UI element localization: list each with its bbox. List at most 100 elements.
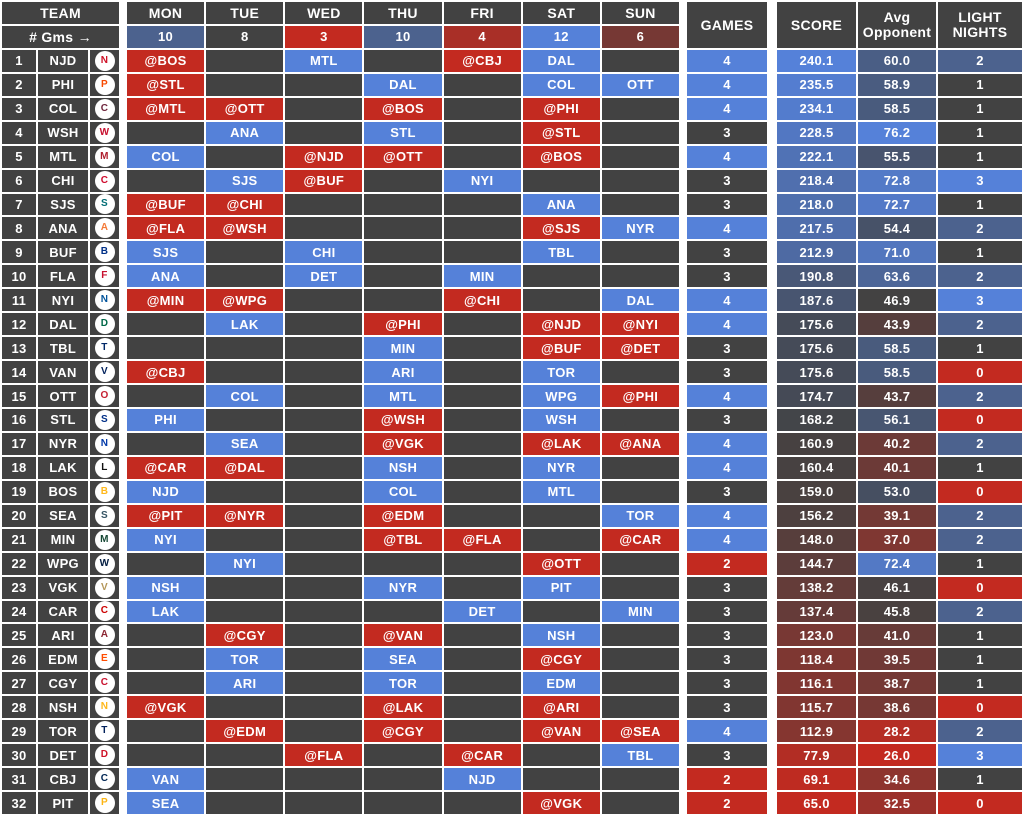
game-cell-sun: MIN	[601, 600, 679, 623]
game-cell-sat: @BOS	[522, 145, 600, 168]
game-cell-tue	[206, 49, 284, 72]
game-cell-sat	[522, 289, 600, 312]
game-cell-wed	[285, 792, 363, 814]
team-logo-icon: M	[94, 529, 115, 550]
rank-cell: 21	[2, 528, 36, 551]
game-cell-sun	[601, 480, 679, 503]
avg-opponent-cell: 53.0	[858, 480, 936, 503]
team-logo-cell: S	[90, 409, 119, 431]
games-count-cell: 3	[687, 241, 767, 264]
game-cell-thu	[364, 265, 442, 288]
team-logo-icon: S	[94, 505, 115, 526]
light-nights-cell: 3	[938, 169, 1022, 192]
team-logo-cell: N	[90, 49, 119, 72]
game-cell-fri	[443, 696, 521, 719]
game-cell-wed	[285, 456, 363, 479]
game-cell-tue	[206, 768, 284, 791]
game-cell-wed	[285, 672, 363, 695]
day-games-count-sun: 6	[601, 25, 679, 48]
game-cell-mon: @BOS	[127, 49, 205, 72]
score-cell: 175.6	[777, 361, 856, 384]
score-cell: 118.4	[777, 648, 856, 671]
rank-cell: 2	[2, 73, 36, 96]
team-logo-cell: T	[90, 337, 119, 360]
day-games-count-fri: 4	[443, 25, 521, 48]
rank-cell: 31	[2, 768, 36, 791]
games-count-cell: 3	[687, 361, 767, 384]
games-count-cell: 2	[687, 552, 767, 575]
team-abbr: FLA	[38, 265, 88, 288]
light-nights-cell: 2	[938, 313, 1022, 336]
game-cell-sun	[601, 49, 679, 72]
game-cell-sat: @ARI	[522, 696, 600, 719]
game-cell-thu	[364, 792, 442, 814]
games-count-cell: 4	[687, 145, 767, 168]
score-cell: 138.2	[777, 576, 856, 599]
game-cell-wed	[285, 361, 363, 384]
rank-cell: 6	[2, 169, 36, 192]
team-logo-cell: V	[90, 361, 119, 384]
day-games-count-tue: 8	[206, 25, 284, 48]
team-logo-icon: T	[94, 338, 115, 359]
rank-cell: 32	[2, 792, 36, 814]
team-logo-cell: C	[90, 672, 119, 695]
game-cell-mon: SJS	[127, 241, 205, 264]
game-cell-thu: @VAN	[364, 624, 442, 647]
rank-cell: 26	[2, 648, 36, 671]
game-cell-sun	[601, 552, 679, 575]
light-nights-cell: 0	[938, 576, 1022, 599]
score-cell: 174.7	[777, 385, 856, 407]
game-cell-fri	[443, 145, 521, 168]
game-cell-tue	[206, 337, 284, 360]
day-games-count-mon: 10	[127, 25, 205, 48]
games-count-cell: 4	[687, 504, 767, 527]
game-cell-wed: @BUF	[285, 169, 363, 192]
light-nights-cell: 1	[938, 145, 1022, 168]
game-cell-mon	[127, 720, 205, 743]
game-cell-sun: @SEA	[601, 720, 679, 743]
game-cell-fri	[443, 552, 521, 575]
team-logo-letter: M	[100, 533, 109, 545]
game-cell-thu: @CGY	[364, 720, 442, 743]
game-cell-thu: @LAK	[364, 696, 442, 719]
team-abbr: MIN	[38, 528, 88, 551]
team-logo-icon: B	[94, 242, 115, 263]
team-logo-letter: N	[100, 437, 109, 449]
game-cell-thu: MTL	[364, 385, 442, 407]
team-abbr: ANA	[38, 217, 88, 240]
team-logo-icon: D	[94, 745, 115, 766]
light-nights-cell: 2	[938, 432, 1022, 455]
game-cell-mon: @MIN	[127, 289, 205, 312]
team-logo-cell: F	[90, 265, 119, 288]
game-cell-sun	[601, 648, 679, 671]
avg-opponent-cell: 58.5	[858, 97, 936, 120]
day-header-tue: TUE	[206, 2, 284, 24]
game-cell-tue	[206, 696, 284, 719]
team-logo-icon: N	[94, 290, 115, 311]
game-cell-thu	[364, 217, 442, 240]
game-cell-sun	[601, 576, 679, 599]
game-cell-sat	[522, 265, 600, 288]
games-count-cell: 4	[687, 432, 767, 455]
team-logo-icon: O	[94, 386, 115, 407]
game-cell-thu: TOR	[364, 672, 442, 695]
games-count-cell: 3	[687, 648, 767, 671]
avg-opponent-cell: 56.1	[858, 409, 936, 431]
game-cell-sun	[601, 624, 679, 647]
score-cell: 144.7	[777, 552, 856, 575]
team-logo-icon: C	[94, 98, 115, 119]
game-cell-tue: LAK	[206, 313, 284, 336]
team-logo-icon: V	[94, 577, 115, 598]
game-cell-fri	[443, 432, 521, 455]
game-cell-mon: LAK	[127, 600, 205, 623]
game-cell-fri	[443, 576, 521, 599]
team-logo-icon: V	[94, 362, 115, 383]
light-nights-cell: 0	[938, 792, 1022, 814]
game-cell-sat: @CGY	[522, 648, 600, 671]
avg-opponent-cell: 38.7	[858, 672, 936, 695]
game-cell-sat: ANA	[522, 193, 600, 216]
game-cell-sun	[601, 672, 679, 695]
light-nights-cell: 1	[938, 552, 1022, 575]
game-cell-fri	[443, 337, 521, 360]
team-abbr: WPG	[38, 552, 88, 575]
